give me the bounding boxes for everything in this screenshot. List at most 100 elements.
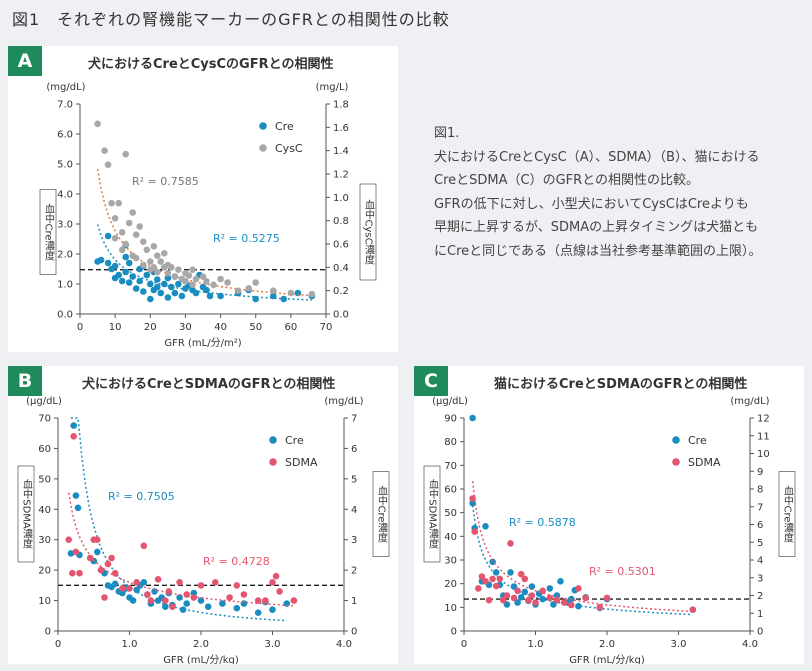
y-right-tick-label: 2 [351,566,357,577]
data-point-sdma [104,560,112,568]
data-point-sdma [521,575,529,583]
data-point-cre [517,594,525,601]
y-right-tick-label: 12 [757,414,770,425]
data-point-cre [154,276,161,283]
data-point-cysc [122,150,129,158]
data-point-sdma [510,594,518,602]
caption-line: 図1. [434,126,460,141]
data-point-cre [254,609,262,616]
y-right-tick-label: 0 [757,627,763,638]
y-right-tick-label: 9 [757,467,763,478]
y-left-label: 血中SDMA濃度 [21,478,33,550]
data-point-cre [171,289,179,297]
data-point-cysc [118,246,126,254]
chart-title-c: 猫におけるCreとSDMAのGFRとの相関性 [494,377,748,392]
data-point-cysc [118,229,126,236]
x-tick-label: 1.0 [528,639,544,650]
data-point-cysc [111,234,119,242]
x-tick-label: 0 [55,639,61,650]
y-left-tick-label: 4.0 [57,190,73,201]
data-point-cre [129,273,136,280]
y-left-tick-label: 30 [38,535,51,546]
y-right-tick-label: 8 [757,485,763,496]
y-left-tick-label: 20 [38,566,51,577]
y-right-tick-label: 2 [757,591,763,602]
data-point-cysc [132,254,140,262]
legend-marker-sdma [672,458,680,466]
r2-label-cre: R² = 0.5878 [509,516,576,529]
data-point-sdma [469,495,476,502]
data-point-sdma [475,585,482,592]
y-left-tick-label: 3.0 [57,220,73,231]
data-point-sdma [176,579,183,586]
data-point-cysc [308,290,316,298]
data-point-cysc [122,240,129,248]
data-point-cysc [189,266,196,273]
data-point-cre [217,292,224,300]
data-point-sdma [276,588,283,595]
x-tick-label: 60 [284,322,297,333]
data-point-cysc [154,252,161,259]
data-point-cre [469,414,476,422]
data-point-cysc [94,120,101,128]
data-point-cre [118,277,126,285]
data-point-cre [252,295,259,303]
data-point-cre [575,602,582,610]
data-point-cre [469,499,476,507]
data-point-cysc [192,275,200,283]
caption-line: にCreと同じである（点線は当社参考基準範囲の上限）。 [434,243,762,259]
data-point-cre [125,279,133,286]
legend-label-sdma: SDMA [688,456,721,469]
data-point-cre [125,259,133,267]
data-point-sdma [272,572,280,580]
data-point-cysc [217,275,224,283]
legend-marker-cre [672,436,680,444]
data-point-cre [104,232,112,240]
data-point-sdma [226,594,233,601]
data-point-cysc [154,268,161,276]
data-point-cysc [171,273,179,280]
y-left-unit: (mg/dL) [46,82,85,93]
data-point-sdma [111,569,119,577]
y-left-unit: (μg/dL) [26,396,62,407]
y-right-unit: (mg/dL) [730,396,769,407]
data-point-sdma [269,579,276,586]
data-point-cre [104,259,112,267]
x-axis-label: GFR (mL/分/m²) [164,337,241,349]
data-point-cre [233,604,241,612]
y-right-label: 血中CysC濃度 [363,198,375,265]
data-point-sdma [197,582,205,589]
data-point-cysc [185,272,193,279]
data-point-sdma [162,597,169,604]
data-point-sdma [532,599,539,606]
y-left-tick-label: 60 [444,485,457,496]
data-point-cre [294,289,302,297]
data-point-sdma [133,579,140,586]
data-point-cysc [108,199,115,207]
data-point-cre [175,280,182,288]
y-left-tick-label: 0.0 [57,310,73,321]
y-right-tick-label: 1.4 [333,146,349,157]
fit-curve-sdma [471,481,693,613]
data-point-cre [528,583,536,590]
data-point-cre [129,597,137,604]
y-right-unit: (mg/L) [316,82,349,93]
data-point-sdma [154,576,162,583]
data-point-cre [270,292,277,300]
data-point-cre [514,599,521,606]
caption-line: CreとSDMA（C）のGFRとの相関性の比較。 [434,173,700,188]
y-right-tick-label: 5 [351,474,357,485]
data-point-cre [161,280,168,288]
x-tick-label: 4.0 [742,639,758,650]
x-tick-label: 3.0 [671,639,687,650]
y-left-label-box [423,465,441,563]
data-point-cre [115,271,122,279]
y-right-tick-label: 1.2 [333,170,349,181]
y-left-tick-label: 6.0 [57,130,73,141]
data-point-cre [154,283,161,291]
y-right-tick-label: 7 [351,414,357,425]
data-point-cysc [111,215,119,222]
data-point-cre [74,504,82,512]
